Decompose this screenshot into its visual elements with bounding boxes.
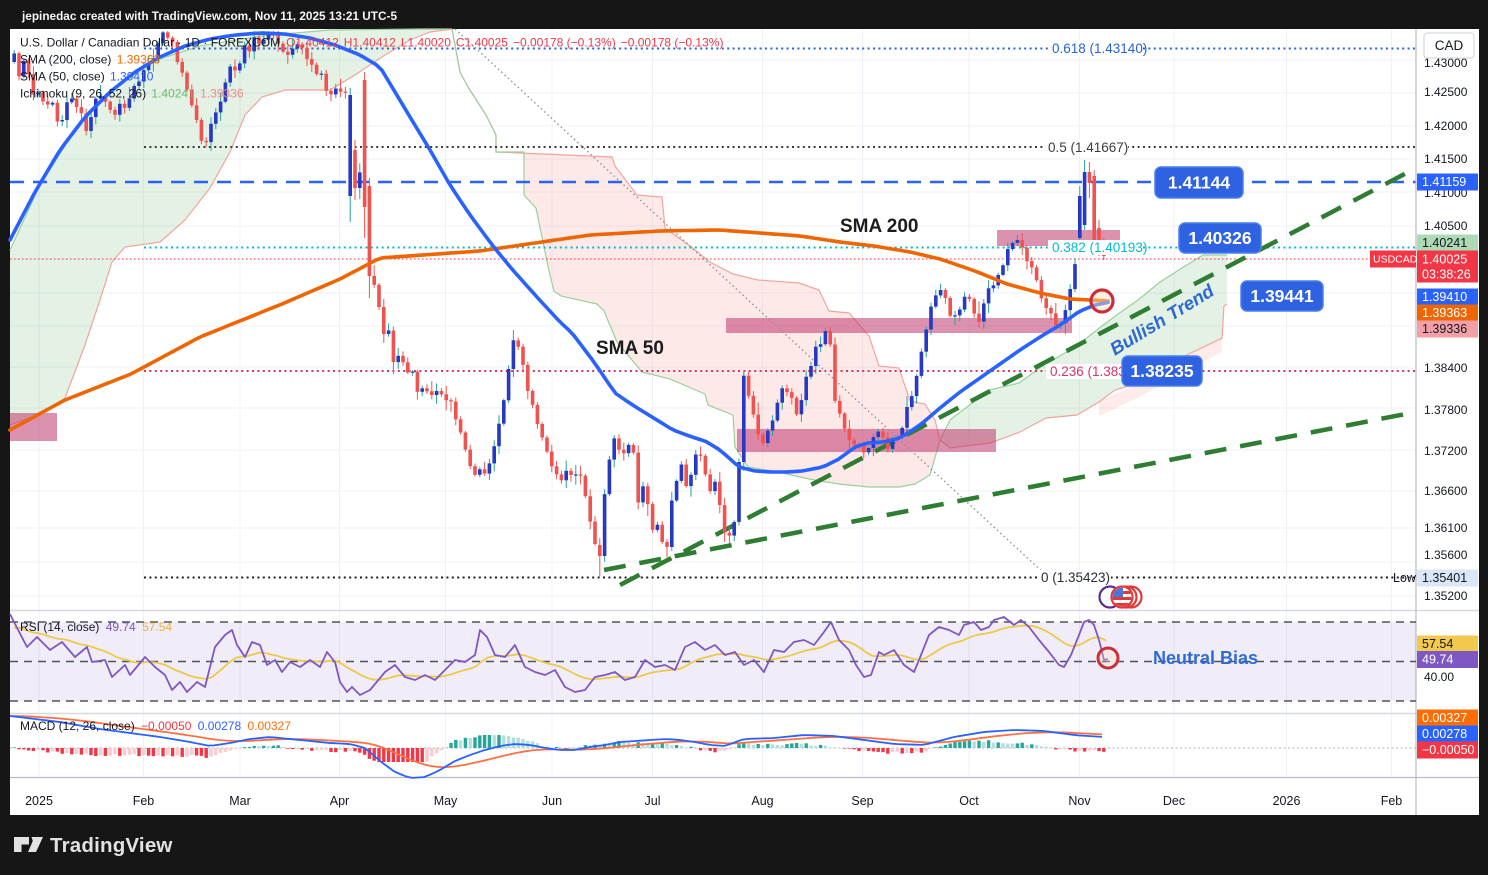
svg-text:1.42000: 1.42000 [1424,119,1468,133]
svg-text:Nov: Nov [1068,794,1091,808]
svg-text:USDCAD: USDCAD [1373,254,1418,266]
svg-text:1.40025: 1.40025 [1422,253,1467,267]
svg-text:SMA 200: SMA 200 [840,216,919,237]
svg-text:1.41159: 1.41159 [1422,175,1466,189]
svg-text:Jul: Jul [645,794,661,808]
svg-text:−0.00050: −0.00050 [1422,743,1475,757]
svg-text:jepinedac created with Trading: jepinedac created with TradingView.com, … [21,9,397,23]
svg-text:1.39441: 1.39441 [1250,286,1314,306]
svg-text:1.39336: 1.39336 [1422,322,1467,336]
svg-text:Jun: Jun [542,794,562,808]
svg-text:03:38:26: 03:38:26 [1422,268,1471,282]
svg-text:1.36600: 1.36600 [1424,484,1468,498]
svg-text:0 (1.35423): 0 (1.35423) [1041,570,1110,585]
svg-text:Aug: Aug [751,794,773,808]
svg-text:1.35600: 1.35600 [1424,548,1468,562]
svg-text:0.236 (1.383: 0.236 (1.383 [1050,364,1126,379]
svg-text:1.39363: 1.39363 [1422,306,1467,320]
svg-text:May: May [434,794,458,808]
svg-text:Ichimoku (9, 26, 52, 26) 1.402: Ichimoku (9, 26, 52, 26) 1.40241 1.39336 [20,87,244,101]
svg-text:1.37200: 1.37200 [1424,444,1468,458]
svg-text:SMA (50, close) 1.39410: SMA (50, close) 1.39410 [20,70,154,84]
svg-text:Feb: Feb [1381,794,1403,808]
svg-text:SMA (200, close) 1.39363: SMA (200, close) 1.39363 [20,53,160,67]
svg-text:1.41500: 1.41500 [1424,152,1468,166]
svg-text:57.54: 57.54 [1422,637,1453,651]
svg-text:2025: 2025 [25,794,53,808]
svg-text:2026: 2026 [1273,794,1301,808]
svg-text:1.36100: 1.36100 [1424,521,1468,535]
svg-text:0.618 (1.43140): 0.618 (1.43140) [1052,41,1147,56]
svg-text:1.42500: 1.42500 [1424,85,1468,99]
svg-text:0.00278: 0.00278 [1422,727,1467,741]
svg-text:Mar: Mar [229,794,251,808]
svg-text:0.00327: 0.00327 [1422,711,1467,725]
svg-text:1.38400: 1.38400 [1424,361,1468,375]
svg-text:1.35401: 1.35401 [1422,571,1467,585]
svg-text:1.37800: 1.37800 [1424,403,1468,417]
svg-text:40.00: 40.00 [1424,670,1454,684]
svg-text:1.40241: 1.40241 [1422,236,1467,250]
svg-text:0.382 (1.40193): 0.382 (1.40193) [1052,240,1147,255]
svg-text:Apr: Apr [330,794,349,808]
svg-text:RSI (14, close) 49.74 57.54: RSI (14, close) 49.74 57.54 [20,620,172,634]
svg-text:CAD: CAD [1435,38,1464,53]
svg-text:Oct: Oct [959,794,979,808]
svg-text:1.40500: 1.40500 [1424,219,1468,233]
svg-text:Dec: Dec [1163,794,1185,808]
svg-text:SMA 50: SMA 50 [596,338,664,359]
svg-text:1.39410: 1.39410 [1422,290,1467,304]
svg-text:Low: Low [1393,571,1417,585]
svg-text:Feb: Feb [133,794,155,808]
svg-text:1.41144: 1.41144 [1168,173,1231,193]
svg-text:49.74: 49.74 [1422,653,1453,667]
svg-text:Sep: Sep [851,794,873,808]
svg-text:Neutral Bias: Neutral Bias [1153,648,1258,668]
svg-text:TradingView: TradingView [50,834,173,857]
svg-text:U.S. Dollar / Canadian Dollar: U.S. Dollar / Canadian Dollar · 1D · FOR… [20,36,723,50]
svg-text:1.38235: 1.38235 [1130,361,1194,381]
svg-text:1.35200: 1.35200 [1424,589,1468,603]
svg-text:0.5 (1.41667): 0.5 (1.41667) [1048,140,1128,155]
svg-text:1.40326: 1.40326 [1188,228,1252,248]
svg-text:MACD (12, 26, close) −0.00050: MACD (12, 26, close) −0.00050 0.00278 0.… [20,719,291,733]
svg-text:1.43000: 1.43000 [1424,56,1468,70]
